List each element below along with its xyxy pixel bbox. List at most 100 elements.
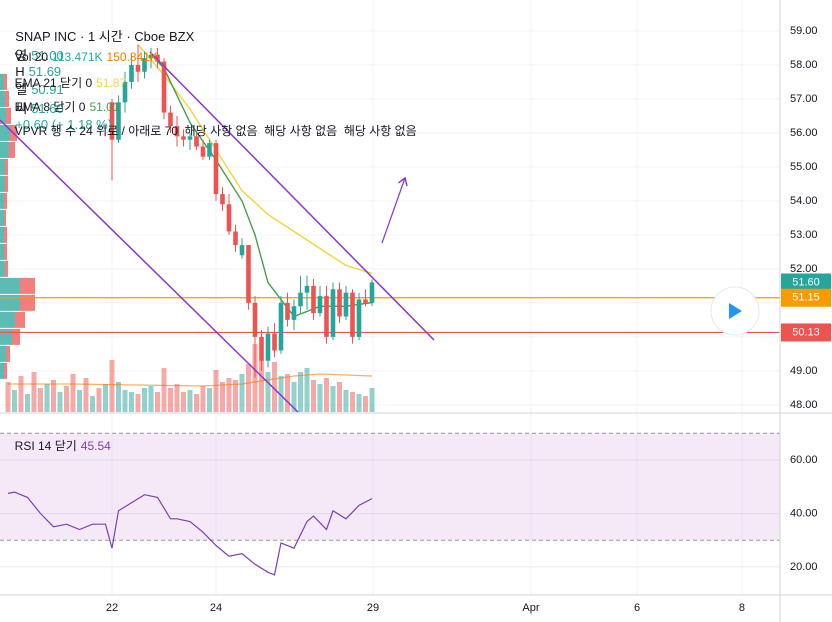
profile-down xyxy=(4,243,7,260)
volume-bar xyxy=(193,394,199,412)
candle-body xyxy=(304,285,310,293)
y-tick-label: 56.00 xyxy=(790,127,818,139)
candle-body xyxy=(226,204,232,232)
volume-bar xyxy=(135,394,141,412)
candle-body xyxy=(337,289,342,317)
profile-up xyxy=(0,209,4,226)
y-tick-label: 54.00 xyxy=(790,195,818,207)
volume-bar xyxy=(297,372,303,412)
volume-bar xyxy=(343,390,349,412)
symbol: SNAP INC · 1 시간 · Cboe BZX xyxy=(15,29,195,44)
volume-bar xyxy=(356,394,362,412)
profile-up xyxy=(0,226,4,243)
volume-bar xyxy=(200,386,206,412)
rsi-line xyxy=(7,491,373,576)
label: 엘 xyxy=(15,82,28,97)
volume-bar xyxy=(63,386,69,412)
value: 51.00 xyxy=(31,48,64,63)
candle-body xyxy=(356,299,362,337)
volume-bar xyxy=(278,376,284,412)
x-tick-label: 29 xyxy=(367,602,379,614)
volume-bar xyxy=(161,368,167,412)
candle-body xyxy=(129,64,134,82)
candle-body xyxy=(213,143,219,195)
volume-bar xyxy=(76,390,82,412)
volume-bar xyxy=(232,380,238,412)
y-tick-label: 55.00 xyxy=(790,161,818,173)
change: +0.60 (+ 1.18 %) xyxy=(15,117,113,132)
volume-bar xyxy=(109,360,115,412)
profile-up xyxy=(0,294,20,311)
legend-label: EMA 8 닫기 0 xyxy=(14,100,86,114)
volume-bar xyxy=(226,378,232,412)
volume-bar xyxy=(70,374,76,412)
legend-ema8: EMA 8 닫기 0 51.01 xyxy=(8,84,123,115)
candle-body xyxy=(272,333,277,351)
candle-body xyxy=(207,143,212,157)
volume-bar xyxy=(11,390,17,412)
volume-bar xyxy=(336,382,342,412)
profile-up xyxy=(0,277,20,294)
profile-up xyxy=(0,345,6,362)
label: 씨 xyxy=(15,101,28,116)
profile-up xyxy=(0,328,12,345)
legend-volume: Vol 20 113.471K 150.841K xyxy=(8,36,162,64)
candle-body xyxy=(239,245,245,256)
volume-bar xyxy=(122,390,128,412)
profile-down xyxy=(6,107,11,124)
volume-bar xyxy=(258,360,264,412)
volume-bar xyxy=(304,368,310,412)
volume-bar xyxy=(187,390,193,412)
candle-body xyxy=(265,333,271,361)
profile-up xyxy=(0,141,9,158)
volume-bar xyxy=(128,392,134,412)
volume-bar xyxy=(239,374,245,412)
profile-down xyxy=(5,90,9,107)
candle-body xyxy=(350,292,355,337)
profile-down xyxy=(4,226,7,243)
volume-bar xyxy=(206,388,212,412)
profile-up xyxy=(0,243,4,260)
label: 영 xyxy=(15,48,28,63)
volume-bar xyxy=(37,388,43,412)
legend-label: VPVR 행 수 24 위로 / 아래로 70 해당 사항 없음 해당 사항 없… xyxy=(14,124,417,138)
profile-down xyxy=(4,362,7,379)
x-tick-label: 22 xyxy=(106,602,118,614)
candle-body xyxy=(161,61,167,113)
candle-body xyxy=(278,302,284,351)
volume-bar xyxy=(330,386,336,412)
profile-up xyxy=(0,260,5,277)
legend-rsi: RSI 14 닫기 45.54 xyxy=(8,423,115,454)
profile-up xyxy=(0,73,4,90)
y-tick-label: 57.00 xyxy=(790,93,818,105)
profile-down xyxy=(5,260,8,277)
volume-bar xyxy=(18,376,24,412)
volume-bar xyxy=(5,382,11,412)
volume-bar xyxy=(291,382,297,412)
candle-body xyxy=(168,112,173,127)
volume-bar xyxy=(83,378,89,412)
price-pane xyxy=(0,44,780,412)
volume-bar xyxy=(252,344,258,412)
volume-bar xyxy=(102,384,108,412)
value: 51.60 xyxy=(31,101,64,116)
volume-bar xyxy=(180,392,186,412)
y-tick-label: 20.00 xyxy=(790,561,818,573)
legend-value: 45.54 xyxy=(80,439,111,453)
candle-body xyxy=(181,136,186,140)
candle-body xyxy=(187,136,193,140)
header: SNAP INC · 1 시간 · Cboe BZX 영 51.00 H 51.69… xyxy=(8,11,198,132)
candle-body xyxy=(220,194,225,205)
y-tick-label: 40.00 xyxy=(790,507,818,519)
volume-bar xyxy=(349,392,355,412)
volume-bar xyxy=(174,384,180,412)
volume-bar xyxy=(44,384,50,412)
x-tick-label: Apr xyxy=(522,602,539,614)
trend-line xyxy=(0,119,299,413)
volume-bar xyxy=(213,370,219,412)
volume-bar xyxy=(271,362,277,412)
candle-body xyxy=(155,54,160,62)
profile-down xyxy=(4,209,6,226)
candle-body xyxy=(200,146,206,157)
profile-up xyxy=(0,124,10,141)
